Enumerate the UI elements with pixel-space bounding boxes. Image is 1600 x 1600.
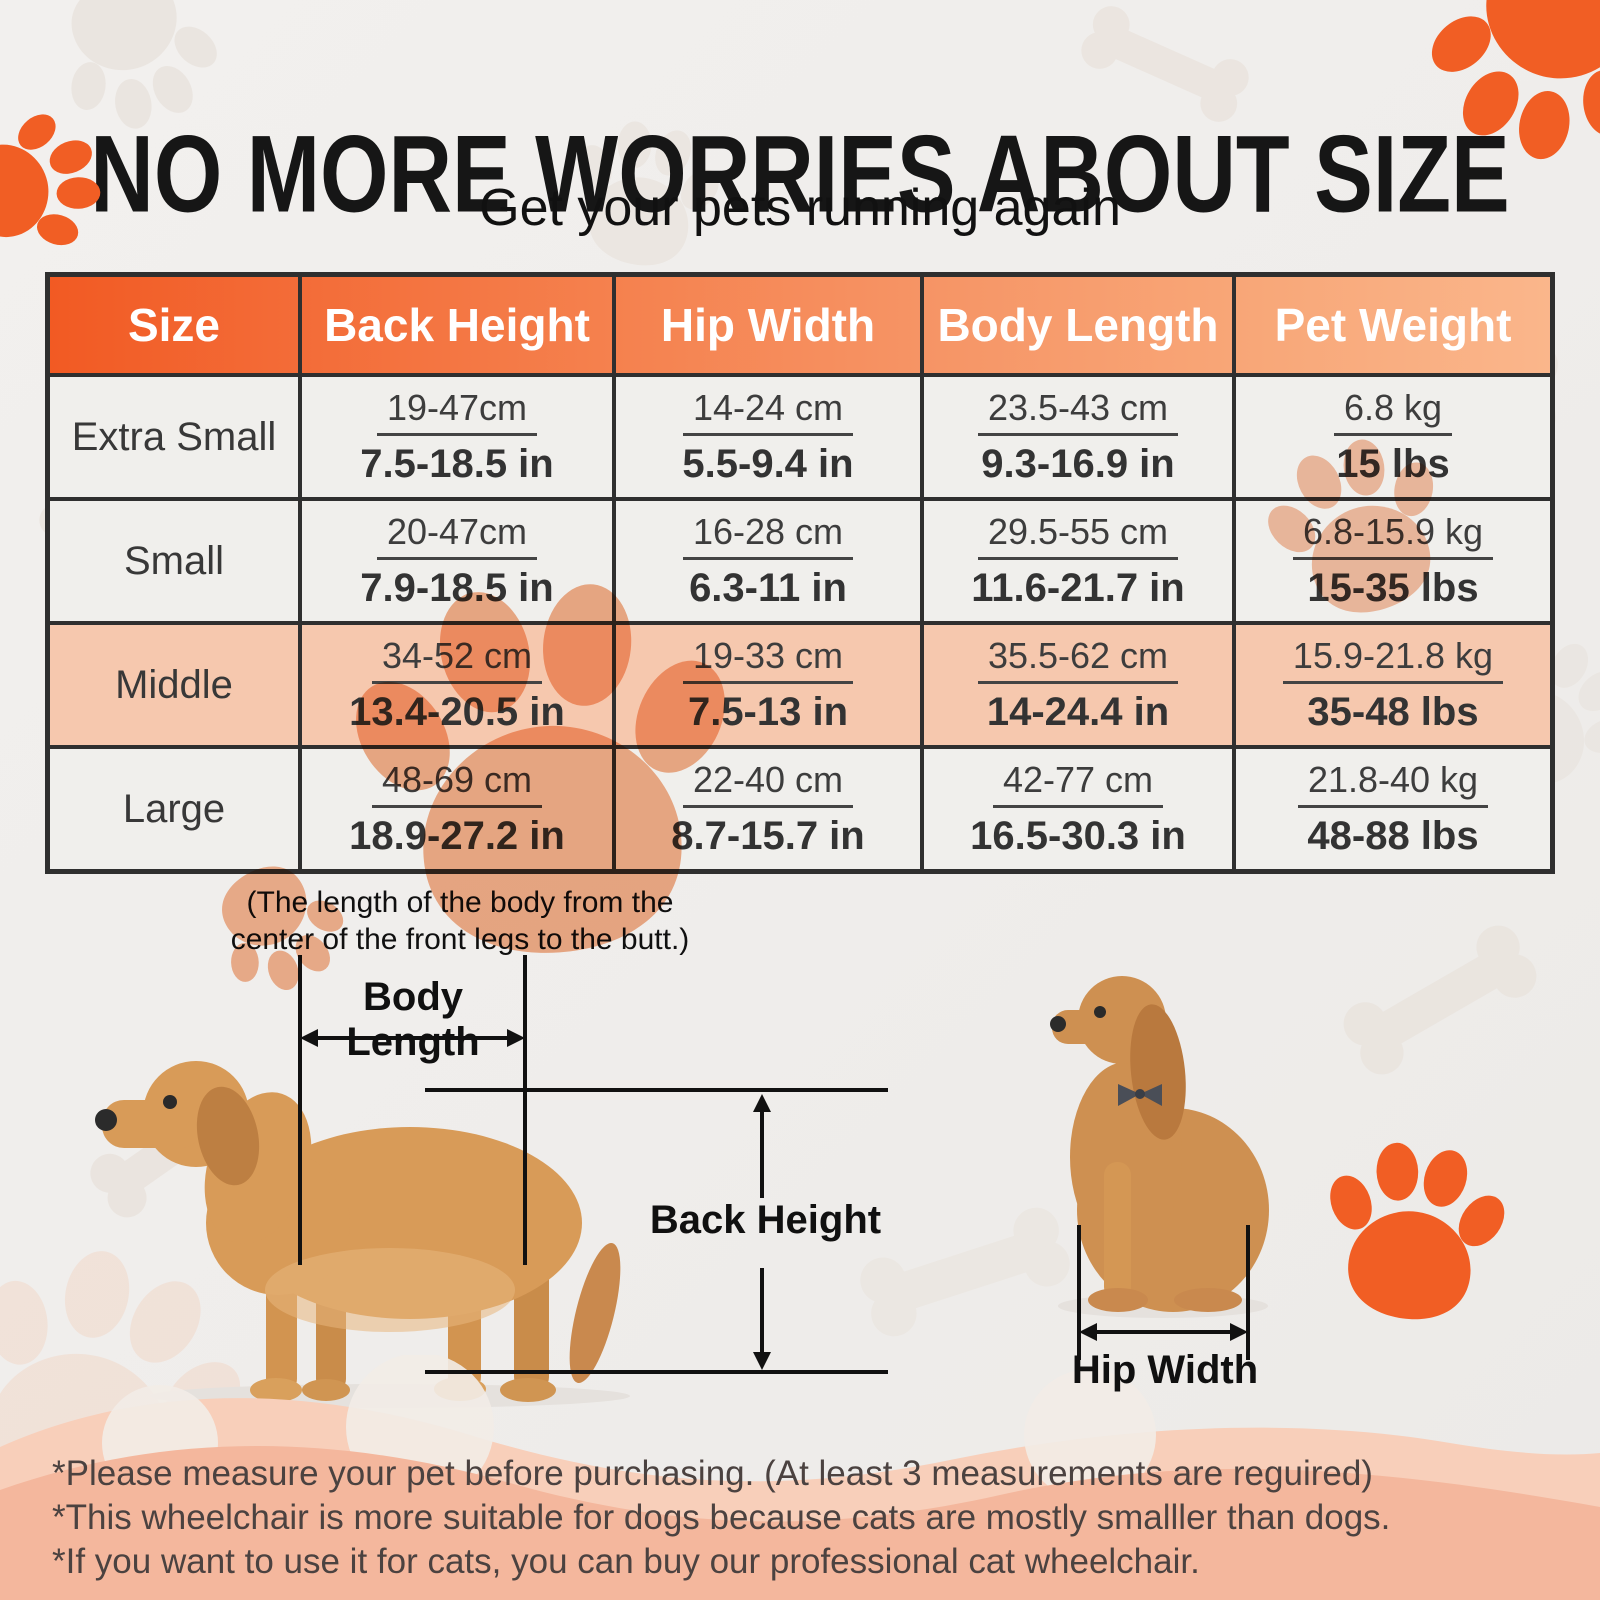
imperial-value: 7.5-13 in	[687, 690, 849, 735]
table-cell: 29.5-55 cm 11.6-21.7 in	[924, 501, 1232, 621]
table-cell: 42-77 cm 16.5-30.3 in	[924, 749, 1232, 869]
metric-value: 35.5-62 cm	[977, 636, 1179, 685]
column-header-back-height: Back Height	[302, 277, 612, 373]
row-label-middle: Middle	[50, 625, 298, 745]
imperial-value: 7.5-18.5 in	[360, 442, 554, 487]
body-length-note: (The length of the body from the center …	[225, 884, 695, 958]
page-title: NO MORE WORRIES ABOUT SIZE	[90, 112, 1510, 235]
imperial-value: 5.5-9.4 in	[682, 442, 854, 487]
table-cell: 34-52 cm 13.4-20.5 in	[302, 625, 612, 745]
imperial-value: 35-48 lbs	[1307, 690, 1479, 735]
metric-value: 21.8-40 kg	[1297, 760, 1489, 809]
note-line-1: (The length of the body from the	[246, 886, 674, 919]
size-name: Middle	[115, 662, 233, 707]
metric-value: 29.5-55 cm	[977, 512, 1179, 561]
metric-value: 23.5-43 cm	[977, 388, 1179, 437]
table-cell: 19-47cm 7.5-18.5 in	[302, 377, 612, 497]
metric-value: 22-40 cm	[682, 760, 854, 809]
metric-value: 19-47cm	[376, 388, 538, 437]
imperial-value: 15-35 lbs	[1307, 566, 1479, 611]
imperial-value: 15 lbs	[1336, 442, 1450, 487]
metric-value: 48-69 cm	[371, 760, 543, 809]
metric-value: 20-47cm	[376, 512, 538, 561]
table-cell: 6.8 kg 15 lbs	[1236, 377, 1550, 497]
footer-note-2: *This wheelchair is more suitable for do…	[52, 1498, 1391, 1537]
metric-value: 6.8 kg	[1333, 388, 1453, 437]
measurement-lines	[298, 955, 1250, 1374]
size-name: Large	[122, 786, 226, 831]
note-line-2: center of the front legs to the butt.)	[230, 923, 690, 956]
footer-notes: *Please measure your pet before purchasi…	[52, 1452, 1572, 1584]
imperial-value: 18.9-27.2 in	[349, 814, 565, 859]
row-label-large: Large	[50, 749, 298, 869]
imperial-value: 16.5-30.3 in	[970, 814, 1186, 859]
table-cell: 20-47cm 7.9-18.5 in	[302, 501, 612, 621]
table-cell: 35.5-62 cm 14-24.4 in	[924, 625, 1232, 745]
imperial-value: 13.4-20.5 in	[349, 690, 565, 735]
bottom-wave-decoration	[0, 1355, 1600, 1600]
metric-value: 14-24 cm	[682, 388, 854, 437]
imperial-value: 11.6-21.7 in	[971, 566, 1185, 611]
size-name: Extra Small	[71, 414, 277, 459]
back-height-label: Back Height	[649, 1198, 882, 1242]
table-cell: 48-69 cm 18.9-27.2 in	[302, 749, 612, 869]
imperial-value: 7.9-18.5 in	[360, 566, 554, 611]
metric-value: 19-33 cm	[682, 636, 854, 685]
footer-note-1: *Please measure your pet before purchasi…	[52, 1454, 1373, 1493]
body-length-label: Body Length	[346, 975, 480, 1064]
metric-value: 15.9-21.8 kg	[1282, 636, 1504, 685]
size-chart-table: Size Back Height Hip Width Body Length P…	[45, 272, 1555, 874]
table-cell: 15.9-21.8 kg 35-48 lbs	[1236, 625, 1550, 745]
table-cell: 14-24 cm 5.5-9.4 in	[616, 377, 920, 497]
column-header-size: Size	[50, 277, 298, 373]
table-cell: 23.5-43 cm 9.3-16.9 in	[924, 377, 1232, 497]
footer-note-3: *If you want to use it for cats, you can…	[52, 1542, 1200, 1581]
metric-value: 34-52 cm	[371, 636, 543, 685]
table-cell: 16-28 cm 6.3-11 in	[616, 501, 920, 621]
table-cell: 22-40 cm 8.7-15.7 in	[616, 749, 920, 869]
column-header-pet-weight: Pet Weight	[1236, 277, 1550, 373]
imperial-value: 14-24.4 in	[986, 690, 1170, 735]
metric-value: 16-28 cm	[682, 512, 854, 561]
imperial-value: 8.7-15.7 in	[671, 814, 865, 859]
row-label-small: Small	[50, 501, 298, 621]
size-name: Small	[123, 538, 225, 583]
metric-value: 6.8-15.9 kg	[1292, 512, 1494, 561]
column-header-body-length: Body Length	[924, 277, 1232, 373]
imperial-value: 6.3-11 in	[689, 566, 847, 611]
imperial-value: 9.3-16.9 in	[981, 442, 1175, 487]
hip-width-label: Hip Width	[1071, 1348, 1259, 1392]
row-label-extra-small: Extra Small	[50, 377, 298, 497]
table-cell: 21.8-40 kg 48-88 lbs	[1236, 749, 1550, 869]
metric-value: 42-77 cm	[992, 760, 1164, 809]
column-header-hip-width: Hip Width	[616, 277, 920, 373]
table-cell: 19-33 cm 7.5-13 in	[616, 625, 920, 745]
sitting-dog-illustration	[1050, 976, 1269, 1318]
table-cell: 6.8-15.9 kg 15-35 lbs	[1236, 501, 1550, 621]
imperial-value: 48-88 lbs	[1307, 814, 1479, 859]
page-subtitle: Get your pets running again	[479, 179, 1121, 237]
